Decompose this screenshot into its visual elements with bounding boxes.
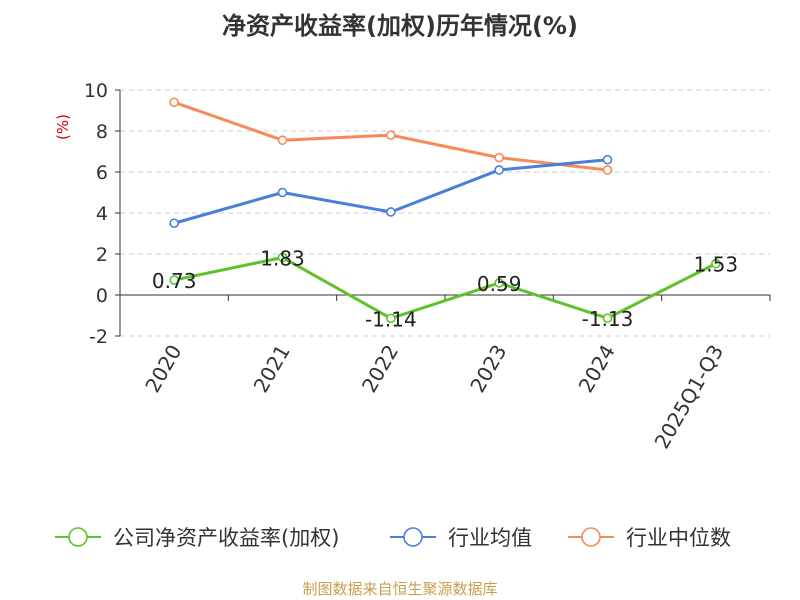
y-tick-label: 6 bbox=[96, 162, 108, 184]
data-point bbox=[386, 130, 396, 140]
data-point bbox=[711, 258, 721, 269]
data-label: 1.83 bbox=[260, 246, 305, 270]
legend-label: 行业均值 bbox=[448, 526, 532, 550]
grid-layer bbox=[120, 89, 770, 337]
y-axis-label: (%) bbox=[54, 114, 72, 140]
data-label: 0.59 bbox=[477, 272, 522, 296]
data-point bbox=[386, 313, 396, 324]
series-layer bbox=[169, 97, 721, 324]
data-label: -1.14 bbox=[365, 307, 417, 331]
data-point bbox=[169, 275, 179, 285]
x-tick-label: 2020 bbox=[140, 341, 186, 397]
y-tick-label: 8 bbox=[96, 121, 108, 143]
data-point bbox=[494, 165, 504, 175]
x-tick-label: 2022 bbox=[357, 341, 403, 397]
data-point bbox=[494, 278, 504, 288]
y-tick-label: 4 bbox=[96, 203, 108, 225]
legend-marker bbox=[403, 527, 423, 547]
data-point bbox=[277, 187, 288, 198]
data-point bbox=[277, 135, 288, 146]
data-point bbox=[386, 207, 396, 217]
y-tick-label: 0 bbox=[96, 285, 108, 307]
data-label: -1.13 bbox=[582, 307, 634, 331]
legend: 公司净资产收益率(加权) 行业均值 行业中位数 bbox=[55, 526, 731, 550]
data-point bbox=[277, 252, 288, 263]
data-point bbox=[494, 152, 504, 163]
legend-marker bbox=[581, 527, 601, 547]
legend-label: 行业中位数 bbox=[626, 526, 731, 550]
x-tick-label: 2021 bbox=[249, 341, 295, 397]
x-tick-label: 2023 bbox=[465, 340, 511, 396]
x-tick-label: 2025Q1-Q3 bbox=[649, 341, 728, 453]
source-note: 制图数据来自恒生聚源数据库 bbox=[302, 580, 498, 598]
data-label: 0.73 bbox=[152, 269, 197, 293]
data-label: 1.53 bbox=[694, 253, 739, 277]
data-label-layer: 0.73 1.83 -1.14 0.59 -1.13 1.53 bbox=[152, 246, 738, 331]
data-point bbox=[602, 165, 613, 175]
legend-marker bbox=[68, 527, 88, 547]
data-point bbox=[169, 218, 179, 229]
data-point bbox=[602, 313, 613, 323]
x-tick-label: 2024 bbox=[574, 341, 620, 397]
data-point bbox=[169, 97, 179, 108]
chart-title: 净资产收益率(加权)历年情况(%) bbox=[222, 12, 578, 40]
y-tick-label: 10 bbox=[84, 80, 108, 102]
legend-label: 公司净资产收益率(加权) bbox=[113, 526, 339, 550]
series-line bbox=[173, 255, 717, 320]
y-tick-label: 2 bbox=[96, 244, 108, 266]
y-tick-label: -2 bbox=[89, 326, 108, 348]
axis-layer: -2 0 2 4 6 8 10 (%) 2020 2021 2022 2023 2024 2025Q1-Q… bbox=[54, 80, 771, 453]
data-point bbox=[602, 154, 613, 165]
